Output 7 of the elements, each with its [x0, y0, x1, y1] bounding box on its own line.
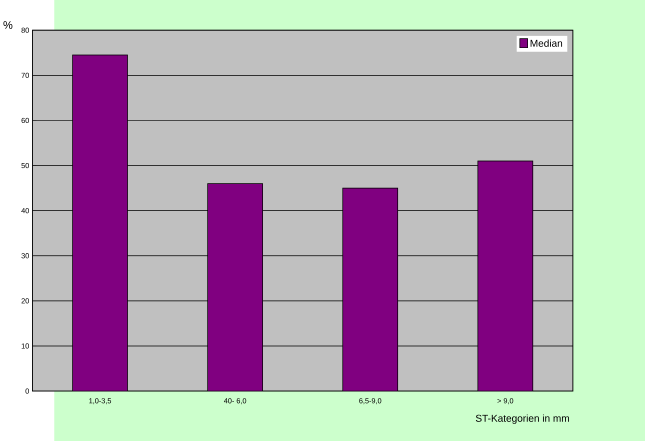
bar [342, 188, 398, 391]
legend-label: Median [530, 39, 562, 47]
bar [207, 183, 263, 391]
x-axis-title: ST-Kategorien in mm [476, 414, 569, 424]
y-axis-title: % [3, 20, 12, 29]
bar [477, 160, 534, 391]
bar [72, 54, 128, 391]
